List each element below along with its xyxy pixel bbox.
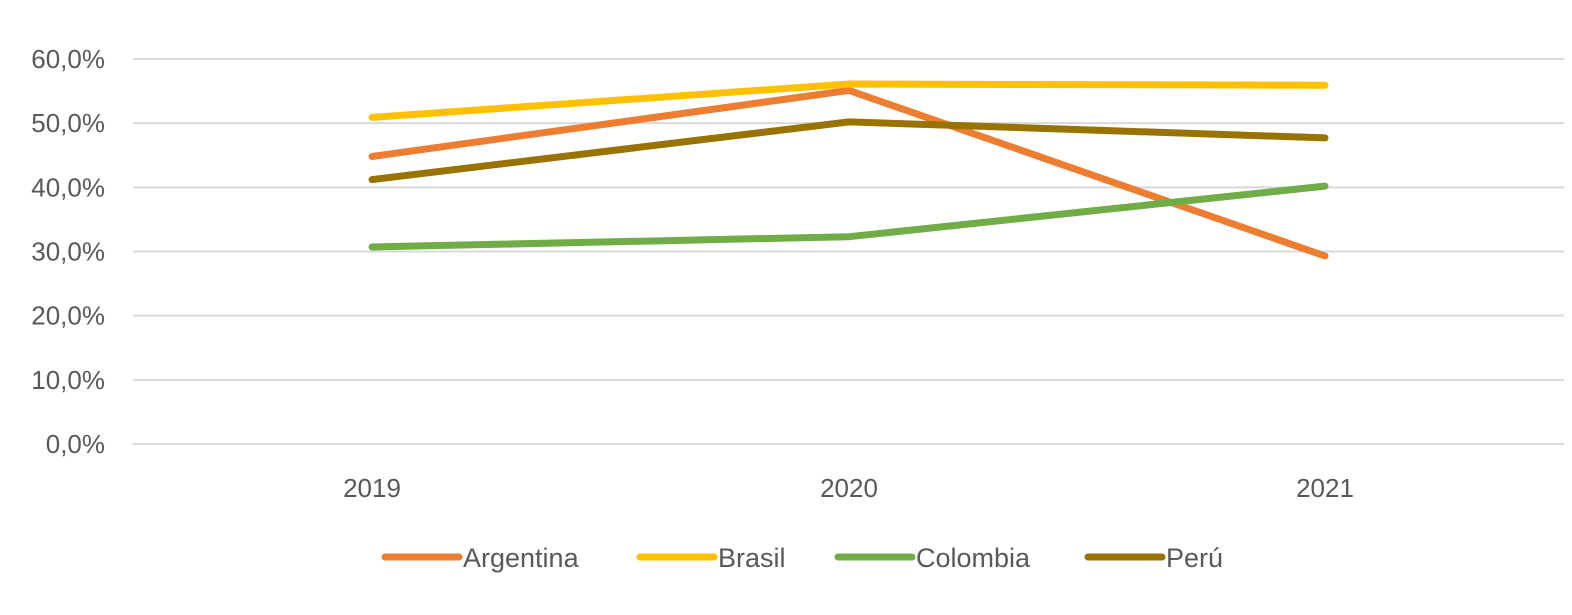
series-line-per xyxy=(368,118,1329,184)
legend-label: Perú xyxy=(1166,543,1223,573)
legend-label: Colombia xyxy=(916,543,1031,573)
y-tick-label: 60,0% xyxy=(31,44,105,74)
series-line-argentina xyxy=(368,86,1329,260)
legend: Argentina Brasil Colombia Perú xyxy=(381,543,1223,573)
x-tick-label: 2020 xyxy=(820,473,878,503)
x-axis-ticks: 2019 2020 2021 xyxy=(343,473,1354,503)
x-tick-label: 2021 xyxy=(1296,473,1354,503)
legend-item: Brasil xyxy=(636,543,786,573)
legend-item: Colombia xyxy=(834,543,1031,573)
legend-item: Argentina xyxy=(381,543,580,573)
series-line-brasil xyxy=(368,80,1329,121)
gridlines xyxy=(133,58,1564,445)
y-tick-label: 20,0% xyxy=(31,301,105,331)
x-tick-label: 2019 xyxy=(343,473,401,503)
y-tick-label: 30,0% xyxy=(31,237,105,267)
legend-label: Argentina xyxy=(463,543,580,573)
series-line-colombia xyxy=(368,182,1329,251)
y-tick-label: 50,0% xyxy=(31,108,105,138)
legend-label: Brasil xyxy=(718,543,786,573)
y-axis-ticks: 0,0% 10,0% 20,0% 30,0% 40,0% 50,0% 60,0% xyxy=(31,44,105,459)
y-tick-label: 0,0% xyxy=(46,429,105,459)
series-lines xyxy=(368,80,1329,260)
legend-item: Perú xyxy=(1084,543,1223,573)
y-tick-label: 10,0% xyxy=(31,365,105,395)
y-tick-label: 40,0% xyxy=(31,172,105,202)
